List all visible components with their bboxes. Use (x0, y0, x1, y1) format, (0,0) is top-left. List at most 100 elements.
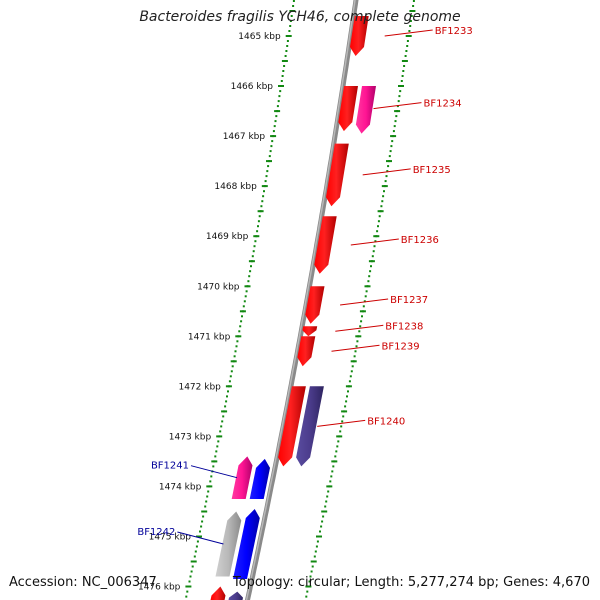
gene-label[interactable]: BF1235 (413, 165, 451, 176)
minor-tick-inner (228, 380, 231, 383)
minor-tick-outer (324, 505, 327, 508)
minor-tick-outer (404, 55, 407, 57)
gene-label[interactable]: BF1240 (367, 416, 405, 427)
gene-arrow[interactable] (249, 458, 270, 499)
gene-label[interactable]: BF1241 (151, 461, 189, 472)
scale-label: 1467 kbp (223, 132, 266, 142)
gene-arrow-bf1236[interactable] (314, 216, 337, 274)
genome-summary-text: Topology: circular; Length: 5,277,274 bp… (232, 575, 590, 590)
major-tick-inner (261, 185, 268, 188)
gene-label[interactable]: BF1242 (137, 527, 175, 538)
minor-tick-outer (336, 445, 339, 448)
major-tick-outer (390, 135, 397, 138)
gene-arrow[interactable] (210, 586, 226, 600)
minor-tick-outer (313, 555, 316, 558)
minor-tick-outer (346, 395, 348, 398)
gene-arrow-bf1235[interactable] (326, 143, 349, 207)
gene-arrow-bf1240[interactable] (278, 386, 306, 467)
minor-tick-inner (222, 415, 225, 418)
minor-tick-outer (358, 330, 361, 333)
minor-tick-inner (257, 225, 259, 228)
minor-tick-inner (251, 255, 254, 258)
minor-tick-outer (401, 75, 404, 77)
minor-tick-outer (314, 550, 317, 553)
minor-tick-inner (188, 580, 191, 583)
major-tick-outer (373, 235, 380, 238)
minor-tick-outer (380, 205, 383, 208)
gene-arrow-bf1242[interactable] (215, 511, 242, 577)
label-leader (362, 168, 411, 176)
gene-arrow-bf1233[interactable] (350, 16, 369, 56)
gene-arrow-bf1237[interactable] (305, 286, 325, 324)
minor-tick-inner (194, 550, 197, 553)
minor-tick-outer (322, 515, 325, 518)
scale-layer: 1465 kbp 1466 kbp 1467 kbp 1468 kbp 1469 kbp… (138, 0, 416, 598)
gene-arrow-bf1239[interactable] (297, 336, 316, 367)
minor-tick-inner (209, 480, 212, 483)
minor-tick-outer (406, 40, 409, 42)
minor-tick-inner (244, 295, 247, 298)
gene-label[interactable]: BF1239 (382, 341, 420, 352)
map-title: Bacteroides fragilis YCH46, complete gen… (139, 9, 461, 25)
minor-tick-outer (394, 120, 397, 123)
minor-tick-inner (220, 425, 223, 428)
gene-arrow-bf1241[interactable] (231, 456, 253, 499)
minor-tick-inner (248, 275, 251, 278)
gene-label[interactable]: BF1236 (401, 235, 439, 246)
gene-arrow[interactable] (233, 509, 260, 579)
gene-arrow[interactable] (296, 386, 324, 467)
minor-tick-outer (330, 475, 333, 478)
minor-tick-inner (270, 145, 273, 148)
minor-tick-inner (224, 405, 227, 408)
minor-tick-inner (265, 175, 268, 178)
minor-tick-outer (348, 380, 351, 383)
minor-tick-outer (363, 300, 366, 303)
gene-arrow[interactable] (355, 86, 376, 134)
gene-layer (210, 16, 376, 600)
minor-tick-inner (242, 305, 245, 308)
minor-tick-outer (387, 165, 390, 168)
minor-tick-outer (305, 595, 308, 598)
minor-tick-inner (221, 420, 224, 423)
gene-label[interactable]: BF1234 (424, 99, 462, 110)
minor-tick-inner (231, 365, 234, 368)
minor-tick-inner (280, 80, 283, 82)
gene-label[interactable]: BF1233 (435, 26, 473, 37)
label-layer: BF1233 BF1234 BF1235 BF1236 BF1237 BF1238 BF12… (137, 26, 473, 545)
minor-tick-inner (230, 370, 233, 373)
minor-tick-inner (254, 240, 257, 243)
minor-tick-inner (217, 440, 220, 443)
label-leader (177, 531, 224, 545)
scale-label: 1468 kbp (214, 182, 257, 192)
major-tick-outer (331, 460, 338, 463)
major-tick-outer (401, 60, 408, 62)
gene-arrow-bf1234[interactable] (338, 86, 358, 132)
minor-tick-inner (226, 395, 228, 398)
minor-tick-inner (219, 430, 222, 433)
gene-label[interactable]: BF1238 (385, 321, 423, 332)
minor-tick-inner (252, 250, 255, 253)
minor-tick-inner (292, 0, 295, 2)
scale-label: 1470 kbp (197, 282, 240, 292)
minor-tick-outer (412, 0, 415, 2)
major-tick-inner (235, 335, 242, 338)
minor-tick-outer (396, 105, 399, 108)
minor-tick-inner (216, 445, 219, 448)
gene-arrow-bf1238[interactable] (302, 326, 318, 337)
minor-tick-inner (278, 95, 281, 98)
accession-text: Accession: NC_006347 (9, 575, 157, 590)
minor-tick-inner (288, 30, 291, 32)
major-tick-outer (405, 35, 412, 37)
minor-tick-inner (196, 540, 199, 543)
minor-tick-inner (284, 55, 287, 57)
label-leader (350, 238, 399, 246)
major-tick-outer (364, 285, 371, 288)
minor-tick-outer (370, 265, 372, 268)
gene-arrow[interactable] (228, 591, 243, 600)
label-leader (317, 419, 366, 427)
gene-label[interactable]: BF1237 (390, 295, 428, 306)
minor-tick-inner (282, 70, 285, 72)
minor-tick-outer (381, 200, 384, 203)
minor-tick-inner (290, 15, 293, 17)
